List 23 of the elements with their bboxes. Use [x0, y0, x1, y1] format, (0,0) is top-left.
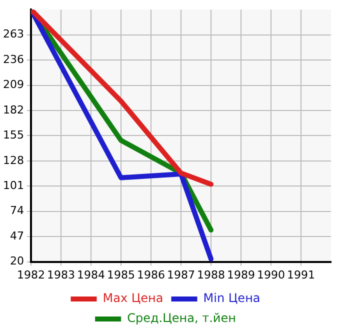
legend-label: Сред.Цена, т.йен — [127, 311, 236, 326]
y-tick-label: 128 — [2, 154, 24, 167]
y-tick-label: 101 — [2, 179, 24, 192]
x-tick-label: 1991 — [287, 268, 315, 282]
x-tick-label: 1983 — [46, 268, 75, 282]
y-tick-label: 20 — [10, 254, 24, 268]
x-tick-label: 1986 — [136, 268, 165, 282]
x-tick-label: 1988 — [197, 268, 225, 282]
x-tick-label: 1984 — [76, 268, 105, 282]
y-tick-label: 155 — [2, 128, 24, 142]
y-tick-label: 236 — [2, 52, 24, 66]
y-tick-label: 209 — [2, 78, 24, 92]
legend-label: Max Цена — [102, 291, 164, 306]
x-tick-label: 1987 — [167, 268, 195, 282]
x-tick-label: 1985 — [106, 268, 135, 282]
x-tick-label: 1982 — [16, 268, 45, 282]
x-tick-label: 1989 — [227, 268, 255, 282]
legend-label: Min Цена — [203, 291, 260, 306]
y-tick-label: 263 — [2, 28, 24, 41]
y-tick-label: 74 — [10, 204, 24, 218]
y-tick-label: 182 — [2, 103, 24, 116]
x-tick-label: 1990 — [257, 268, 285, 282]
y-tick-label: 47 — [10, 229, 24, 242]
